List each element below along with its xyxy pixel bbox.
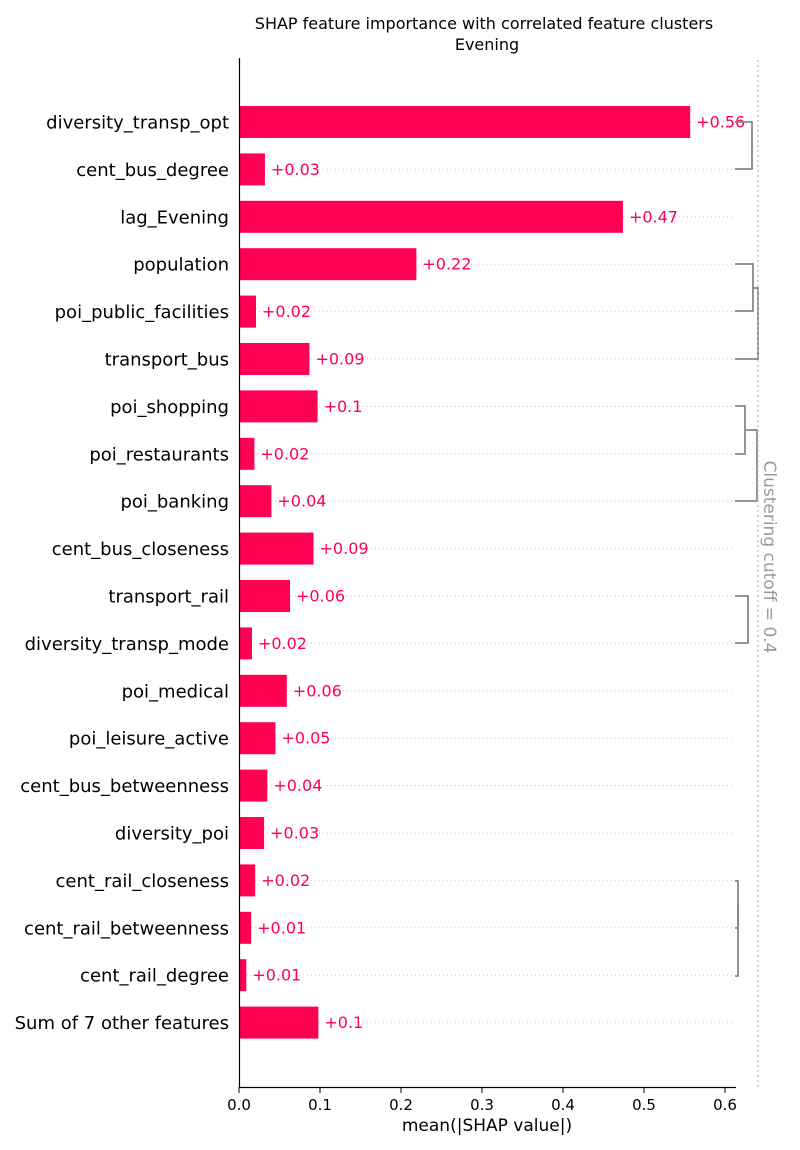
x-tick-label: 0.0 xyxy=(227,1096,251,1114)
value-label: +0.09 xyxy=(320,539,369,558)
value-label: +0.04 xyxy=(277,492,326,511)
value-label: +0.02 xyxy=(260,444,309,463)
value-label: +0.01 xyxy=(257,918,306,937)
y-tick-label: diversity_transp_mode xyxy=(25,634,229,655)
y-tick-label: poi_leisure_active xyxy=(69,729,229,750)
dendro-bracket-6 xyxy=(735,595,749,644)
bar-diversity-transp-opt xyxy=(239,106,691,138)
y-tick-label: cent_bus_closeness xyxy=(52,539,229,560)
bar-poi-restaurants xyxy=(239,437,255,470)
dendro-bracket-7 xyxy=(735,880,739,929)
bar-diversity-poi xyxy=(239,817,265,849)
y-tick-label: poi_public_facilities xyxy=(55,302,229,323)
value-labels: +0.56 +0.03 +0.47 +0.22 +0.02 +0.09 +0.1 +0.02 +… xyxy=(252,113,745,1033)
value-label: +0.1 xyxy=(324,397,363,416)
value-label: +0.01 xyxy=(252,966,301,985)
y-tick-label: cent_bus_degree xyxy=(76,160,229,181)
bar-cent-bus-degree xyxy=(239,153,265,186)
y-tick-label: diversity_transp_opt xyxy=(46,113,229,134)
value-label: +0.04 xyxy=(273,776,322,795)
x-ticks: 0.0 0.1 0.2 0.3 0.4 0.5 0.6 xyxy=(227,1087,737,1114)
value-label: +0.05 xyxy=(281,729,330,748)
value-label: +0.09 xyxy=(315,350,364,369)
y-tick-label: transport_rail xyxy=(108,587,229,608)
dendro-bracket-8 xyxy=(735,905,739,977)
y-tick-label: transport_bus xyxy=(105,350,229,371)
dendro-bracket-2 xyxy=(735,263,754,312)
bar-transport-bus xyxy=(239,343,310,375)
bar-lag-evening xyxy=(239,200,623,233)
x-tick-label: 0.3 xyxy=(470,1096,494,1114)
x-tick-label: 0.5 xyxy=(632,1096,656,1114)
y-tick-label: poi_restaurants xyxy=(89,444,229,465)
bar-diversity-transp-mode xyxy=(239,627,252,660)
value-label: +0.06 xyxy=(293,681,342,700)
bar-poi-public-facilities xyxy=(239,295,257,328)
value-label: +0.56 xyxy=(696,113,745,132)
x-tick-label: 0.4 xyxy=(551,1096,575,1114)
y-tick-label: cent_rail_closeness xyxy=(56,871,229,892)
x-tick-label: 0.6 xyxy=(713,1096,737,1114)
bar-sum-of-7-other-features xyxy=(239,1006,319,1039)
cutoff-label: Clustering cutoff = 0.4 xyxy=(759,460,779,653)
chart-title: SHAP feature importance with correlated … xyxy=(255,14,713,33)
chart-subtitle: Evening xyxy=(455,35,519,54)
dendro-bracket-1 xyxy=(735,121,753,170)
dendro-bracket-4 xyxy=(735,405,746,455)
cluster-dendrogram xyxy=(735,121,759,977)
y-tick-label: cent_rail_betweenness xyxy=(24,918,229,939)
bar-cent-rail-closeness xyxy=(239,864,256,897)
y-tick-label: lag_Evening xyxy=(120,207,229,228)
value-label: +0.03 xyxy=(270,824,319,843)
x-tick-label: 0.1 xyxy=(308,1096,332,1114)
value-label: +0.47 xyxy=(629,207,678,226)
bar-poi-shopping xyxy=(239,390,318,423)
x-axis-label: mean(|SHAP value|) xyxy=(402,1116,572,1136)
value-label: +0.02 xyxy=(258,634,307,653)
value-label: +0.22 xyxy=(422,255,471,274)
bar-cent-rail-degree xyxy=(239,959,247,992)
y-tick-label: population xyxy=(133,255,229,276)
y-tick-label: cent_rail_degree xyxy=(80,966,229,987)
y-tick-label: poi_shopping xyxy=(110,397,229,418)
y-tick-label: cent_bus_betweenness xyxy=(20,776,229,797)
value-label: +0.06 xyxy=(296,587,345,606)
bars-group xyxy=(239,106,691,1039)
bar-poi-leisure-active xyxy=(239,722,276,755)
bar-poi-medical xyxy=(239,674,287,707)
value-label: +0.03 xyxy=(271,160,320,179)
y-tick-label: poi_banking xyxy=(120,492,229,513)
value-label: +0.02 xyxy=(261,871,310,890)
y-tick-labels: diversity_transp_opt cent_bus_degree lag_E… xyxy=(15,113,229,1035)
bar-population xyxy=(239,248,417,281)
value-label: +0.02 xyxy=(262,302,311,321)
x-tick-label: 0.2 xyxy=(389,1096,413,1114)
y-tick-label: poi_medical xyxy=(122,681,229,702)
value-label: +0.1 xyxy=(324,1013,363,1032)
bar-cent-bus-closeness xyxy=(239,532,314,565)
bar-poi-banking xyxy=(239,485,272,518)
y-tick-label: diversity_poi xyxy=(115,824,229,845)
dendro-bracket-3 xyxy=(735,287,759,360)
bar-cent-rail-betweenness xyxy=(239,911,252,944)
bar-transport-rail xyxy=(239,580,291,612)
bar-cent-bus-betweenness xyxy=(239,769,268,802)
dendro-bracket-5 xyxy=(735,429,758,502)
y-tick-label: Sum of 7 other features xyxy=(15,1013,229,1034)
